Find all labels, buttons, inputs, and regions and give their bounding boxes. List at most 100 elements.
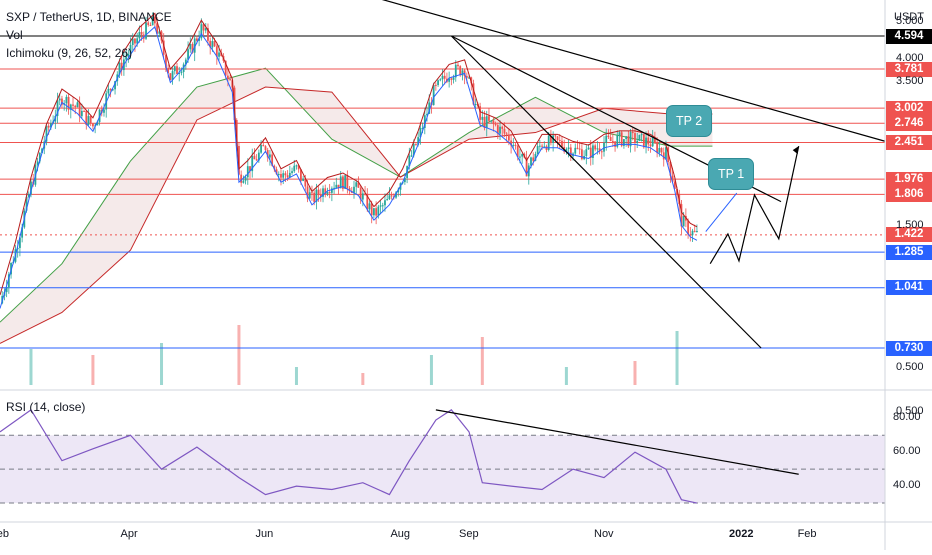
candle-body (361, 193, 364, 200)
candle-body (282, 173, 285, 178)
candle-body (598, 148, 601, 152)
candle-body (16, 247, 19, 250)
candle-body (61, 98, 63, 105)
candle-body (346, 175, 349, 189)
symbol-title[interactable]: SXP / TetherUS, 1D, BINANCE (6, 10, 172, 24)
volume-bar (237, 325, 241, 385)
candle-body (366, 193, 369, 210)
candle-body (443, 75, 446, 79)
candle-body (441, 75, 444, 80)
candle-body (510, 140, 512, 146)
candle-body (645, 137, 647, 148)
time-tick-label: Feb (0, 528, 9, 540)
candle-body (403, 177, 406, 183)
volume-bar (564, 367, 568, 385)
rsi-legend[interactable]: RSI (14, close) (6, 400, 86, 414)
price-levels-group (0, 35, 885, 349)
candle-body (277, 173, 280, 175)
ichimoku-legend[interactable]: Ichimoku (9, 26, 52, 26) (6, 46, 133, 60)
candle-body (499, 126, 501, 134)
candle-body (109, 88, 112, 90)
volume-bar (429, 355, 433, 385)
candle-body (592, 145, 594, 158)
candle-body (375, 208, 378, 216)
candle-body (381, 205, 384, 207)
price-tag: 1.422 (886, 227, 932, 243)
candle-body (556, 136, 559, 140)
time-tick-label: Sep (459, 528, 479, 540)
candle-body (103, 109, 105, 113)
candle-body (173, 66, 176, 72)
candle-body (550, 135, 552, 144)
candle-body (167, 67, 170, 74)
candle-body (184, 59, 187, 65)
candle-body (514, 144, 517, 146)
candle-body (158, 31, 161, 34)
projection-path (709, 146, 800, 265)
candle-body (224, 60, 227, 76)
candle-body (682, 215, 685, 227)
candle-body (242, 180, 245, 183)
candle-body (485, 116, 488, 128)
candles-group (0, 12, 698, 309)
candle-body (631, 132, 634, 134)
candle-body (567, 147, 570, 149)
candle-body (111, 89, 114, 91)
candle-body (162, 40, 165, 55)
candle-body (470, 77, 473, 84)
candle-body (481, 116, 484, 120)
price-tick-label: 1.500 (896, 218, 924, 231)
candle-body (384, 200, 386, 206)
price-tag: 3.002 (886, 100, 932, 116)
candle-body (189, 43, 192, 50)
candle-body (651, 137, 654, 147)
candle-body (687, 220, 689, 235)
candle-body (89, 116, 92, 124)
candle-body (428, 102, 431, 114)
candle-body (213, 41, 216, 47)
candle-body (202, 24, 205, 31)
candle-body (618, 132, 621, 136)
candle-body (492, 120, 495, 125)
candle-body (238, 145, 240, 175)
candle-body (333, 187, 335, 189)
candle-body (547, 135, 550, 151)
volume-legend[interactable]: Vol (6, 28, 23, 42)
candle-body (576, 147, 579, 149)
tp-annotation[interactable]: TP 1 (708, 157, 755, 190)
price-tag: 4.594 (886, 28, 932, 44)
candle-body (138, 31, 141, 39)
kijun-line (0, 12, 698, 296)
candle-body (280, 173, 282, 178)
candle-body (370, 203, 373, 216)
price-tag: 1.976 (886, 171, 932, 187)
candle-body (249, 166, 251, 172)
candle-body (191, 43, 194, 53)
candle-body (246, 166, 249, 178)
projection-arrowhead (792, 146, 799, 155)
candle-body (642, 134, 645, 148)
candle-body (49, 123, 52, 128)
volume-bar (361, 373, 365, 385)
candle-body (676, 188, 678, 195)
candle-body (600, 151, 603, 153)
candle-body (636, 140, 639, 144)
candle-body (45, 125, 48, 142)
candle-body (304, 178, 307, 187)
volume-bar (675, 331, 679, 385)
candle-body (673, 181, 676, 189)
tp-annotation[interactable]: TP 2 (666, 104, 713, 137)
span-a-line (0, 67, 713, 323)
candle-body (260, 145, 262, 153)
candle-body (605, 135, 608, 143)
candle-body (317, 189, 320, 196)
rsi-tick-label: 40.00 (893, 479, 921, 492)
candle-body (388, 195, 391, 200)
candle-body (27, 194, 30, 197)
time-tick-label: 2022 (728, 528, 754, 540)
candle-body (594, 145, 597, 150)
candle-body (395, 192, 397, 198)
